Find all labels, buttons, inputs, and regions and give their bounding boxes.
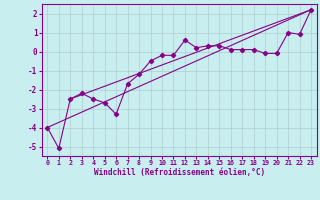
X-axis label: Windchill (Refroidissement éolien,°C): Windchill (Refroidissement éolien,°C) [94, 168, 265, 177]
